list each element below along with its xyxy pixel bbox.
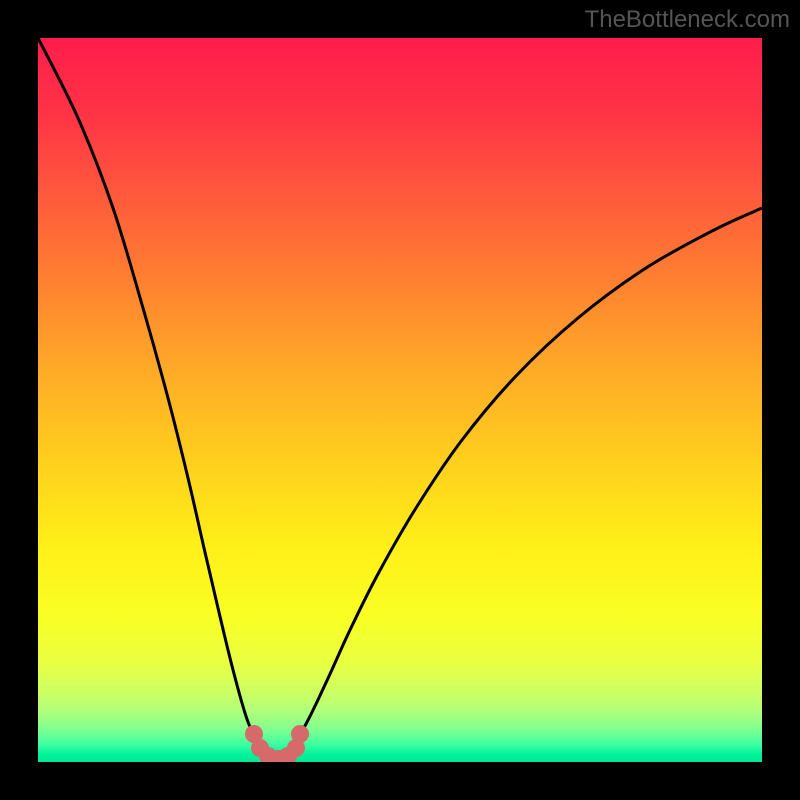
frame-right (762, 0, 800, 800)
watermark-text: TheBottleneck.com (585, 6, 790, 34)
plot-area (38, 38, 762, 762)
chart-container: TheBottleneck.com (0, 0, 800, 800)
frame-bottom (0, 762, 800, 800)
frame-left (0, 0, 38, 800)
gradient-background (38, 38, 762, 762)
